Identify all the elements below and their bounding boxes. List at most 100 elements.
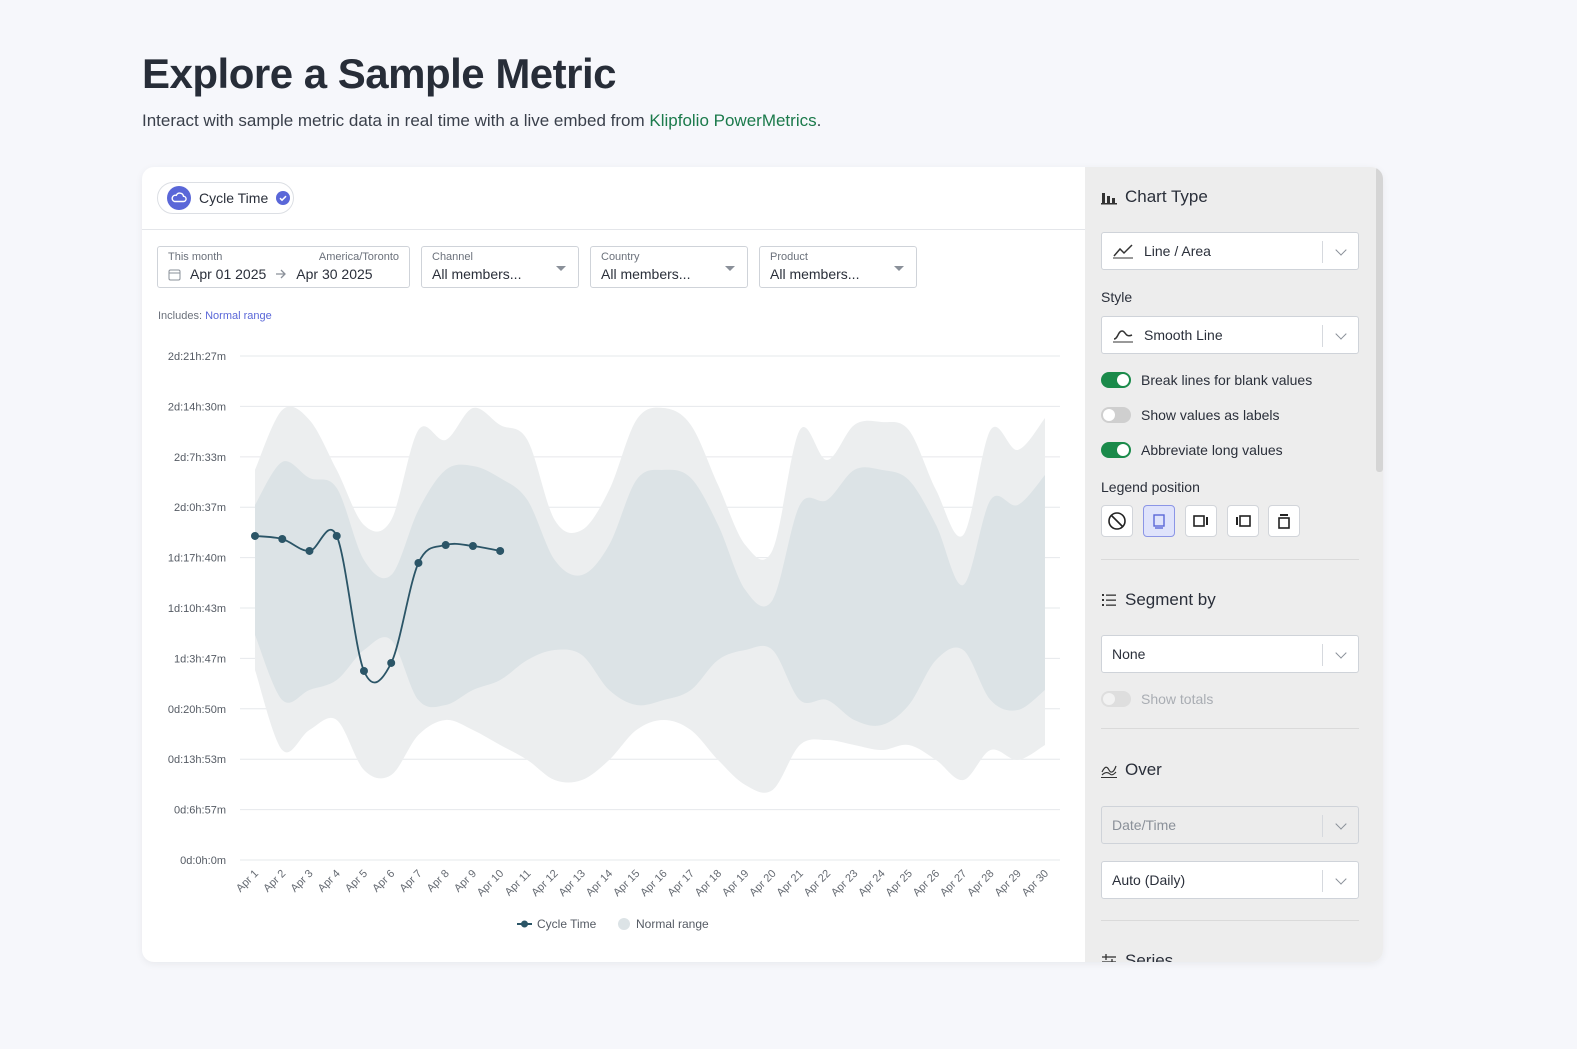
segment-select[interactable]: None <box>1101 635 1359 673</box>
select-value: None <box>1112 646 1146 662</box>
date-start: Apr 01 2025 <box>190 266 267 282</box>
section-heading: Segment by <box>1101 590 1216 610</box>
filter-value: All members... <box>770 266 860 282</box>
toggle[interactable]: Show totals <box>1101 691 1213 707</box>
page-title: Explore a Sample Metric <box>142 50 617 97</box>
y-tick-label: 0d:6h:57m <box>174 805 226 817</box>
heading-text: Over <box>1125 760 1162 779</box>
x-tick-label: Apr 4 <box>316 868 343 895</box>
style-select[interactable]: Smooth Line <box>1101 316 1359 354</box>
y-tick-label: 1d:3h:47m <box>174 653 226 665</box>
legend-top[interactable] <box>1268 505 1300 537</box>
date-label: This month <box>168 251 223 263</box>
x-tick-label: Apr 27 <box>938 868 969 899</box>
channel-filter[interactable]: Channel All members... <box>421 246 579 288</box>
date-filter[interactable]: This month America/Toronto Apr 01 2025 Ap… <box>157 246 410 288</box>
y-tick-label: 2d:21h:27m <box>168 351 226 363</box>
switch[interactable] <box>1101 691 1131 707</box>
toggle[interactable]: Break lines for blank values <box>1101 372 1312 388</box>
divider <box>1101 728 1359 729</box>
style-label: Style <box>1101 289 1133 305</box>
select-value: Line / Area <box>1144 243 1211 259</box>
x-tick-label: Apr 21 <box>775 868 806 899</box>
switch[interactable] <box>1101 372 1131 388</box>
verified-icon <box>276 191 291 205</box>
y-tick-label: 1d:17h:40m <box>168 553 226 565</box>
switch[interactable] <box>1101 442 1131 458</box>
data-point <box>278 534 287 543</box>
data-point <box>305 546 314 555</box>
embed-card: Cycle Time This month America/Toronto Apr… <box>142 167 1383 962</box>
smooth-icon <box>1113 330 1133 343</box>
calendar-icon <box>168 269 181 280</box>
legend-left[interactable] <box>1227 505 1259 537</box>
toggle-label: Break lines for blank values <box>1141 372 1313 388</box>
scrollbar[interactable] <box>1376 167 1383 472</box>
data-point <box>414 558 423 567</box>
switch[interactable] <box>1101 407 1131 423</box>
line-icon <box>1113 244 1133 259</box>
data-point <box>387 658 396 667</box>
toggle[interactable]: Abbreviate long values <box>1101 442 1283 458</box>
data-point <box>332 531 341 540</box>
link[interactable]: Klipfolio PowerMetrics <box>649 111 817 130</box>
metric-chip[interactable]: Cycle Time <box>157 182 294 214</box>
bar-icon <box>1101 193 1117 205</box>
x-tick-label: Apr 26 <box>911 868 942 899</box>
toggle[interactable]: Show values as labels <box>1101 407 1280 423</box>
x-tick-label: Apr 2 <box>261 868 288 895</box>
x-tick-label: Apr 14 <box>584 868 615 899</box>
x-tick-label: Apr 17 <box>666 868 697 899</box>
filter-label: Product <box>770 251 808 263</box>
metric-bar: Cycle Time <box>142 167 1085 230</box>
x-tick-label: Apr 7 <box>397 868 424 895</box>
data-point <box>468 542 477 551</box>
section-heading: Over <box>1101 760 1162 780</box>
product-filter[interactable]: Product All members... <box>759 246 917 288</box>
x-tick-label: Apr 20 <box>747 868 778 899</box>
legend-bottom[interactable] <box>1143 505 1175 537</box>
chart-type-select[interactable]: Line / Area <box>1101 232 1359 270</box>
x-tick-label: Apr 16 <box>638 868 669 899</box>
over-field-select[interactable]: Date/Time <box>1101 806 1359 844</box>
legend-marker <box>521 920 528 928</box>
includes-label: Includes: <box>158 310 203 322</box>
series-line <box>254 528 501 684</box>
subtitle-end: . <box>816 111 822 130</box>
data-point <box>359 666 368 675</box>
includes-item[interactable]: Normal range <box>205 310 272 322</box>
x-tick-label: Apr 29 <box>992 868 1023 899</box>
settings-panel: Chart Type Line / Area Style Smooth Line… <box>1085 167 1383 962</box>
heading-text: Series <box>1125 951 1174 962</box>
data-point <box>441 541 450 550</box>
x-tick-label: Apr 5 <box>343 868 370 895</box>
chart: 0d:0h:0m 0d:6h:57m 0d:13h:53m 0d:20h:50m 1d:… <box>168 351 1060 931</box>
interval-select[interactable]: Auto (Daily) <box>1101 861 1359 899</box>
heading-text: Chart Type <box>1125 187 1208 206</box>
select-value: Date/Time <box>1112 817 1177 833</box>
filter-value: All members... <box>432 266 522 282</box>
x-tick-label: Apr 10 <box>475 868 506 899</box>
toggle-label: Abbreviate long values <box>1141 442 1283 458</box>
y-tick-label: 2d:7h:33m <box>174 452 226 464</box>
series-icon <box>1102 954 1116 962</box>
x-tick-label: Apr 15 <box>611 868 642 899</box>
range-band <box>255 461 1045 726</box>
legend-none[interactable] <box>1101 505 1133 537</box>
timezone: America/Toronto <box>318 251 399 263</box>
legend-right[interactable] <box>1185 505 1217 537</box>
legend-label: Cycle Time <box>537 917 597 931</box>
x-tick-label: Apr 24 <box>856 868 887 899</box>
filter-value: All members... <box>601 266 691 282</box>
data-point <box>251 531 259 540</box>
select-value: Auto (Daily) <box>1112 872 1186 888</box>
data-point <box>496 546 505 555</box>
x-tick-label: Apr 8 <box>425 868 452 895</box>
y-tick-label: 0d:0h:0m <box>180 855 226 867</box>
subtitle: Interact with sample metric data in real… <box>142 111 821 131</box>
x-tick-label: Apr 12 <box>529 868 560 899</box>
country-filter[interactable]: Country All members... <box>590 246 748 288</box>
y-tick-label: 2d:14h:30m <box>168 401 226 413</box>
legend-position-label: Legend position <box>1101 479 1200 495</box>
